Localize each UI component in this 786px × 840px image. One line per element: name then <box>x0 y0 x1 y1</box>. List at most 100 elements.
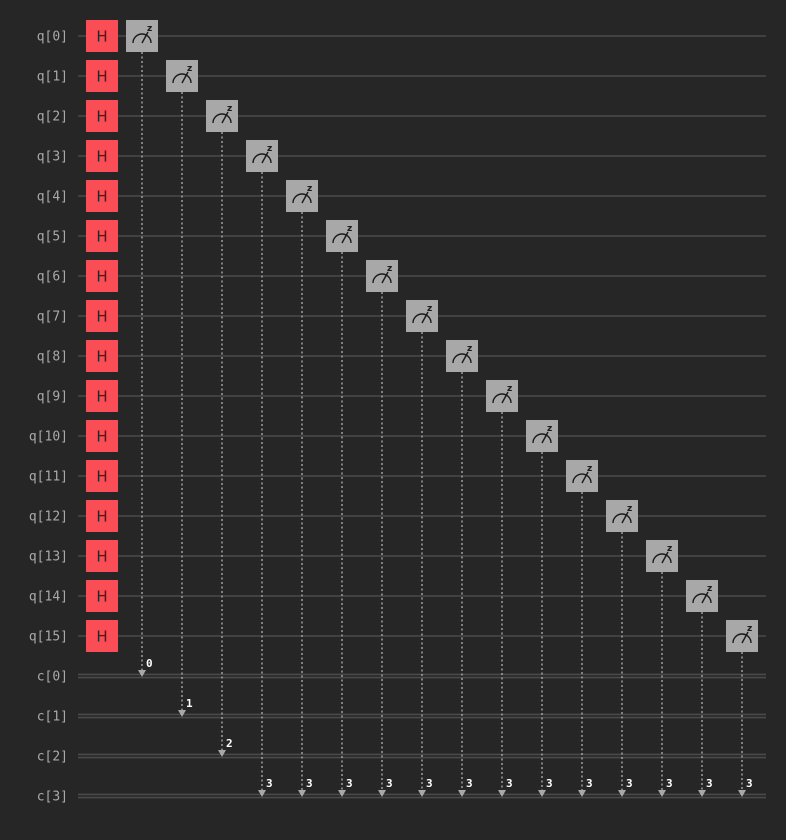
hadamard-gate-box <box>86 300 118 332</box>
measure-basis-label: z <box>707 584 712 594</box>
hadamard-gate: H <box>86 140 118 172</box>
hadamard-gate: H <box>86 380 118 412</box>
hadamard-gate: H <box>86 500 118 532</box>
meter-needle-icon <box>341 231 349 244</box>
measure-arrow <box>258 790 266 797</box>
meter-needle-icon <box>301 191 309 204</box>
hadamard-gate: H <box>86 220 118 252</box>
measure-bit-label: 3 <box>626 777 633 790</box>
measure-gate: 3z <box>326 220 358 797</box>
measure-box <box>126 20 158 52</box>
hadamard-gate-box <box>86 260 118 292</box>
qubit-label: q[15] <box>29 630 68 645</box>
measure-box <box>606 500 638 532</box>
clbit-label: c[3] <box>37 790 68 805</box>
meter-arc-icon <box>612 513 632 524</box>
hadamard-gate-label: H <box>96 188 107 206</box>
meter-needle-icon <box>621 511 629 524</box>
measure-gate: 3z <box>286 180 318 797</box>
measure-bit-label: 3 <box>666 777 673 790</box>
meter-needle-icon <box>221 111 229 124</box>
qubit-label: q[12] <box>29 510 68 525</box>
hadamard-gate-label: H <box>96 108 107 126</box>
measure-bit-label: 3 <box>586 777 593 790</box>
hadamard-gate-box <box>86 60 118 92</box>
qubit-label: q[9] <box>37 390 68 405</box>
meter-arc-icon <box>652 553 672 564</box>
hadamard-gate-box <box>86 220 118 252</box>
meter-needle-icon <box>181 71 189 84</box>
qubit-label: q[5] <box>37 230 68 245</box>
hadamard-gate-label: H <box>96 348 107 366</box>
measure-basis-label: z <box>587 464 592 474</box>
meter-arc-icon <box>372 273 392 284</box>
meter-arc-icon <box>292 193 312 204</box>
measure-basis-label: z <box>347 224 352 234</box>
qubit-label: q[11] <box>29 470 68 485</box>
measure-arrow <box>618 790 626 797</box>
measure-box <box>686 580 718 612</box>
hadamard-gate-label: H <box>96 588 107 606</box>
hadamard-gate-box <box>86 420 118 452</box>
measure-gate: 3z <box>646 540 678 797</box>
measure-arrow <box>458 790 466 797</box>
measure-gate: 3z <box>566 460 598 797</box>
meter-arc-icon <box>332 233 352 244</box>
hadamard-gate-label: H <box>96 228 107 246</box>
hadamard-gate-label: H <box>96 68 107 86</box>
measure-bit-label: 3 <box>306 777 313 790</box>
measure-basis-label: z <box>427 304 432 314</box>
measure-bit-label: 1 <box>186 697 193 710</box>
measure-bit-label: 0 <box>146 657 153 670</box>
measure-basis-label: z <box>267 144 272 154</box>
measure-bit-label: 3 <box>426 777 433 790</box>
measure-basis-label: z <box>307 184 312 194</box>
measure-bit-label: 3 <box>506 777 513 790</box>
register-labels: q[0] q[1] q[2] q[3] q[4] q[5] q[6] q[7] q[8] q[9]… <box>29 30 68 805</box>
qubit-label: q[4] <box>37 190 68 205</box>
measure-basis-label: z <box>547 424 552 434</box>
meter-needle-icon <box>261 151 269 164</box>
meter-needle-icon <box>381 271 389 284</box>
hadamard-gate-label: H <box>96 468 107 486</box>
hadamard-gate: H <box>86 340 118 372</box>
measure-arrow <box>698 790 706 797</box>
measure-gate: 3z <box>406 300 438 797</box>
hadamard-gate: H <box>86 460 118 492</box>
measure-box <box>326 220 358 252</box>
measure-gate: 3z <box>246 140 278 797</box>
measure-bit-label: 3 <box>546 777 553 790</box>
measure-box <box>286 180 318 212</box>
measure-arrow <box>138 670 146 677</box>
hadamard-gate-label: H <box>96 268 107 286</box>
hadamard-gate-label: H <box>96 148 107 166</box>
hadamard-gate: H <box>86 420 118 452</box>
meter-needle-icon <box>581 471 589 484</box>
hadamard-gate: H <box>86 20 118 52</box>
hadamard-gate-box <box>86 340 118 372</box>
meter-needle-icon <box>501 391 509 404</box>
meter-needle-icon <box>661 551 669 564</box>
measure-basis-label: z <box>187 64 192 74</box>
measure-box <box>166 60 198 92</box>
measure-basis-label: z <box>387 264 392 274</box>
hadamard-gate-label: H <box>96 28 107 46</box>
meter-needle-icon <box>141 31 149 44</box>
qubit-label: q[7] <box>37 310 68 325</box>
measure-gate: 3z <box>486 380 518 797</box>
measure-basis-label: z <box>227 104 232 114</box>
hadamard-gate-box <box>86 20 118 52</box>
measure-basis-label: z <box>147 24 152 34</box>
qubit-label: q[8] <box>37 350 68 365</box>
measure-box <box>526 420 558 452</box>
measure-basis-label: z <box>667 544 672 554</box>
qubit-label: q[0] <box>37 30 68 45</box>
measure-gate: 3z <box>446 340 478 797</box>
hadamard-gate-label: H <box>96 388 107 406</box>
measure-gate: 3z <box>606 500 638 797</box>
clbit-label: c[2] <box>37 750 68 765</box>
meter-arc-icon <box>252 153 272 164</box>
measure-box <box>246 140 278 172</box>
measure-arrow <box>418 790 426 797</box>
